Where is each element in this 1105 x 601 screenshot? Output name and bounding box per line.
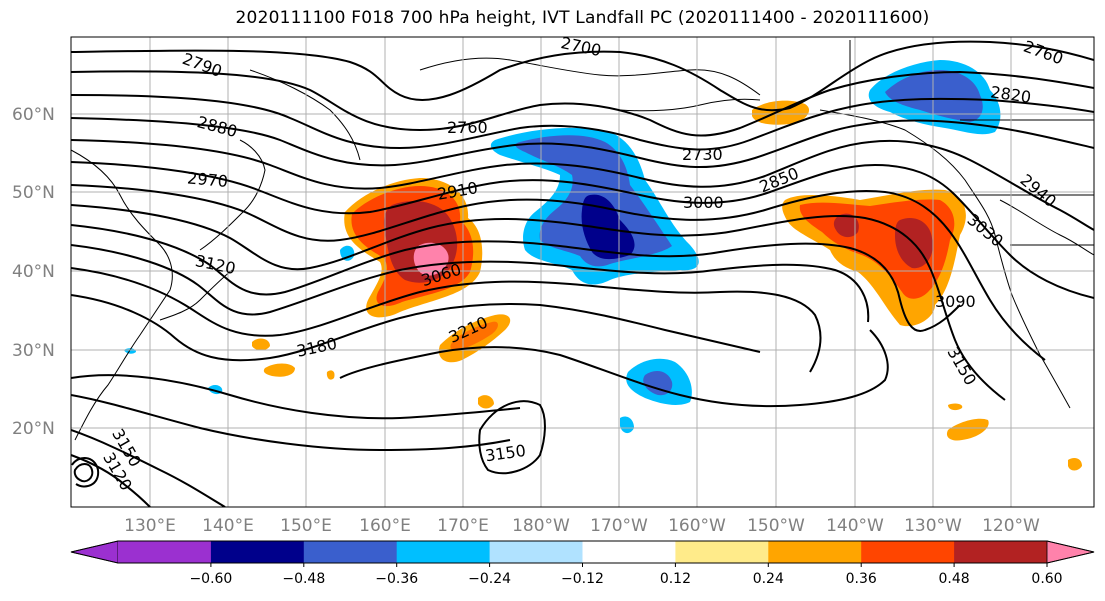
colorbar-tick-label: −0.36 [375,571,418,587]
colorbar-tick-label: 0.60 [1031,571,1062,587]
colorbar-segment [768,541,862,563]
lat-label: 40°N [12,262,55,282]
lon-label: 150°E [280,516,332,536]
lon-label: 130°W [904,516,962,536]
colorbar-tick-label: −0.48 [282,571,325,587]
colorbar-segment [303,541,398,563]
colorbar-tick-label: 0.48 [939,571,970,587]
lon-label: 150°W [747,516,805,536]
colorbar-segment [210,541,305,563]
colorbar-tick-label: −0.60 [189,571,232,587]
lon-label: 120°W [982,516,1040,536]
contour-label: 2970 [186,168,228,190]
colorbar-segment [118,541,212,563]
map-frame [70,36,1095,508]
colorbar-tick-label: −0.24 [468,571,511,587]
colorbar-outline [70,540,1095,564]
lon-label: 140°E [202,516,254,536]
lat-label: 60°N [12,105,55,125]
colorbar-extension-high [1046,540,1095,564]
lon-label: 160°W [668,516,726,536]
colorbar-segment [861,541,955,563]
lon-label: 130°E [124,516,176,536]
colorbar-segment [675,541,769,563]
lat-label: 20°N [12,419,55,439]
lon-label: 180°W [512,516,570,536]
contour-label: 2730 [682,145,723,164]
colorbar: −0.60 −0.48 −0.36 −0.24 −0.12 0.12 0.24 0.36 0.4… [70,540,1095,587]
colorbar-tick-label: 0.36 [846,571,877,587]
colorbar-segment [582,541,676,563]
lon-label: 170°W [590,516,648,536]
map-title: 2020111100 F018 700 hPa height, IVT Land… [235,8,930,28]
colorbar-segment [954,541,1048,563]
colorbar-tick-label: −0.12 [561,571,604,587]
contour-label: 3000 [683,193,724,212]
height-contours [71,40,1094,507]
lon-label: 140°W [826,516,884,536]
coastlines [71,40,1094,441]
longitude-labels: 130°E 140°E 150°E 160°E 170°E 180°W 170°… [124,516,1040,536]
latitude-labels: 20°N 30°N 40°N 50°N 60°N [12,105,55,439]
lon-label: 160°E [359,516,411,536]
lon-label: 170°E [437,516,489,536]
colorbar-tick-label: 0.24 [753,571,784,587]
colorbar-segment [396,541,491,563]
lat-label: 30°N [12,341,55,361]
colorbar-tick-label: 0.12 [660,571,691,587]
colorbar-segment [489,541,583,563]
contour-label: 3090 [935,292,976,311]
lat-label: 50°N [12,183,55,203]
graticule [71,37,1094,507]
colorbar-extension-low [70,540,119,564]
contour-label: 2760 [447,118,488,137]
